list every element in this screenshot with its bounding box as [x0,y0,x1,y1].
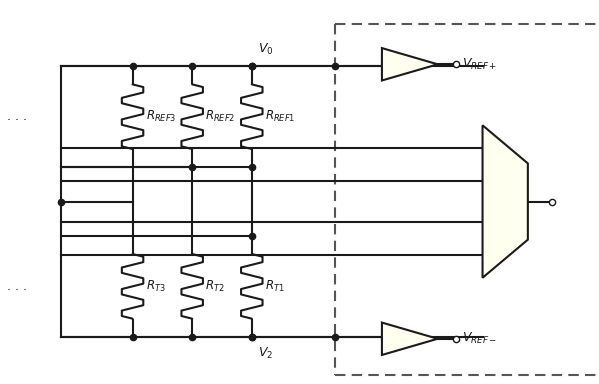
Polygon shape [382,323,438,355]
Text: $R_{REF1}$: $R_{REF1}$ [265,109,295,124]
Text: $V_{REF+}$: $V_{REF+}$ [461,57,497,72]
Text: $V_{REF-}$: $V_{REF-}$ [461,331,497,346]
Text: $R_{T1}$: $R_{T1}$ [265,279,285,294]
Text: . . .: . . . [7,110,28,123]
Text: $V_2$: $V_2$ [258,346,273,361]
Text: $R_{REF2}$: $R_{REF2}$ [205,109,235,124]
Text: $V_0$: $V_0$ [258,41,273,57]
Polygon shape [382,48,438,81]
Text: $R_{REF3}$: $R_{REF3}$ [146,109,176,124]
Text: . . .: . . . [7,280,28,293]
Polygon shape [483,125,528,278]
Text: $R_{T3}$: $R_{T3}$ [146,279,165,294]
Text: $R_{T2}$: $R_{T2}$ [205,279,225,294]
